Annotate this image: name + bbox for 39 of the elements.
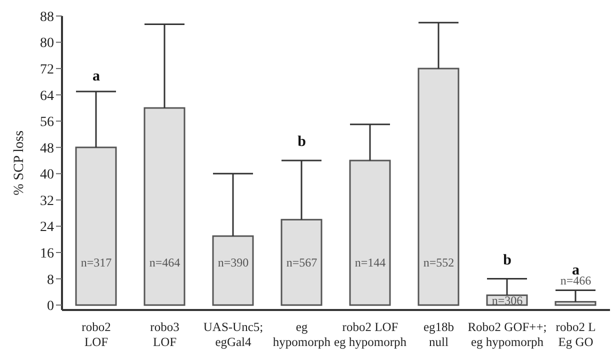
bar bbox=[144, 107, 186, 306]
x-tick-label: UAS-Unc5; egGal4 bbox=[203, 320, 264, 349]
x-tick-label: eg18b null bbox=[423, 320, 454, 349]
y-tick-label: 88 bbox=[40, 10, 54, 25]
bar bbox=[554, 301, 596, 306]
bar bbox=[75, 146, 117, 306]
y-tick-label: 72 bbox=[40, 62, 54, 78]
y-tick-label: 40 bbox=[40, 168, 54, 183]
annotation: n=466 bbox=[560, 274, 592, 288]
y-axis-title: % SCP loss bbox=[12, 130, 27, 196]
bar bbox=[280, 218, 322, 306]
annotation: n=144 bbox=[354, 256, 386, 270]
y-tick-label: 56 bbox=[40, 115, 54, 130]
annotation: n=552 bbox=[423, 256, 454, 270]
x-tick-label: Robo2 GOF++; eg hypomorph bbox=[468, 320, 547, 349]
annotation: n=317 bbox=[80, 256, 112, 270]
bar bbox=[418, 68, 460, 306]
bar bbox=[349, 160, 391, 306]
annotation: n=390 bbox=[218, 256, 249, 270]
x-tick-label: robo3 LOF bbox=[150, 320, 180, 349]
annotation: n=464 bbox=[149, 256, 180, 270]
x-tick-label: robo2 L Eg GO bbox=[556, 320, 596, 349]
y-tick-label: 48 bbox=[40, 141, 54, 156]
y-tick-label: 16 bbox=[40, 246, 54, 262]
y-tick-label: 0 bbox=[47, 299, 54, 314]
x-tick-label: robo2 LOF eg hypomorph bbox=[334, 320, 408, 349]
x-tick-label: robo2 LOF bbox=[82, 320, 111, 349]
bar bbox=[212, 235, 254, 306]
y-tick-label: 24 bbox=[40, 220, 54, 236]
annotation: a bbox=[92, 68, 100, 84]
annotation: b bbox=[503, 252, 512, 268]
annotation: n=567 bbox=[286, 256, 318, 270]
y-tick-label: 64 bbox=[40, 88, 54, 104]
y-tick-label: 80 bbox=[40, 36, 54, 52]
y-tick-label: 32 bbox=[40, 194, 54, 209]
annotation: n=306 bbox=[492, 293, 523, 308]
annotation: b bbox=[298, 134, 306, 150]
y-tick-label: 8 bbox=[47, 272, 54, 288]
x-tick-label: eg hypomorph bbox=[272, 320, 332, 349]
